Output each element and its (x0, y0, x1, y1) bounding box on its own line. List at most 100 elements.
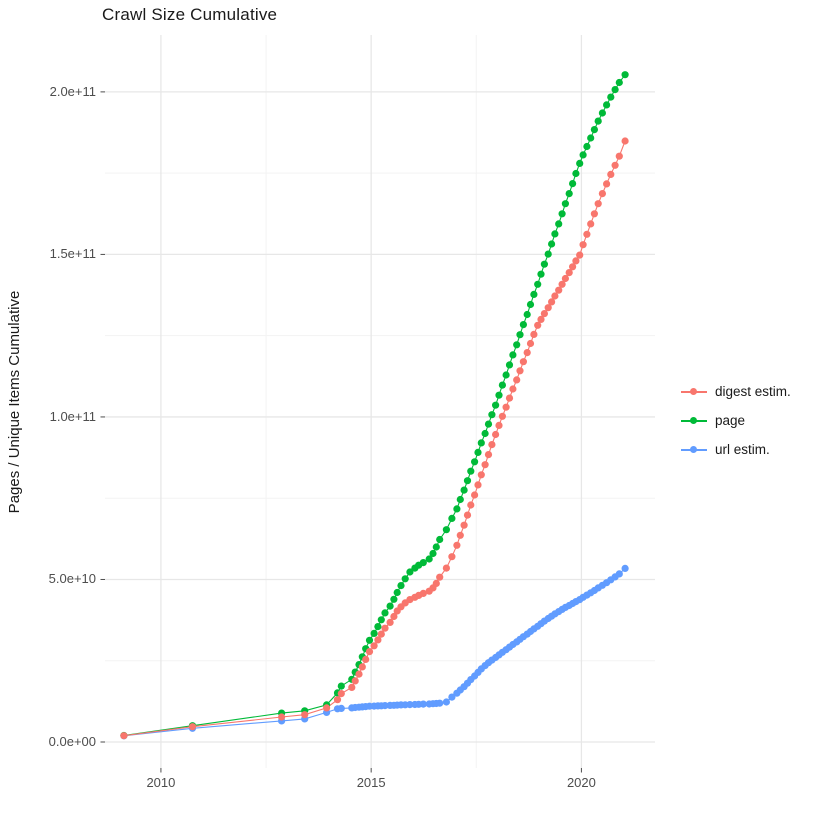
data-point-page (579, 151, 587, 159)
data-point-page (565, 190, 573, 198)
data-point-page (365, 636, 374, 644)
legend-item-url-estim: url estim. (681, 435, 791, 464)
data-point-digest-estim- (348, 683, 356, 692)
data-point-digest-estim- (333, 696, 342, 704)
data-point-digest-estim- (621, 137, 629, 145)
data-point-digest-estim- (381, 624, 389, 632)
data-point-page (587, 134, 595, 142)
data-point-digest-estim- (278, 713, 286, 721)
data-point-page (381, 609, 389, 617)
data-point-digest-estim- (323, 704, 331, 712)
data-point-page (474, 448, 482, 456)
data-point-url-estim- (419, 700, 427, 708)
data-point-page (523, 310, 531, 319)
data-point-page (488, 411, 496, 419)
data-point-url-estim- (621, 564, 629, 573)
data-point-page (548, 240, 556, 248)
x-tick-label: 2010 (146, 775, 176, 790)
legend-dot-swatch (690, 388, 697, 395)
data-point-digest-estim- (548, 298, 556, 306)
data-point-page (432, 543, 440, 551)
data-point-digest-estim- (448, 553, 456, 561)
data-point-digest-estim- (374, 636, 382, 644)
data-point-page (495, 391, 503, 399)
data-point-page (429, 549, 437, 558)
data-point-digest-estim- (456, 531, 464, 539)
data-point-digest-estim- (576, 251, 584, 259)
data-point-digest-estim- (523, 349, 531, 357)
data-point-page (471, 458, 479, 466)
data-point-digest-estim- (481, 461, 489, 469)
data-point-page (537, 270, 545, 278)
legend: digest estim. page url estim. (681, 377, 791, 464)
data-point-page (544, 250, 552, 258)
data-point-digest-estim- (120, 732, 128, 740)
chart-title: Crawl Size Cumulative (102, 5, 278, 24)
data-point-digest-estim- (572, 257, 580, 265)
data-point-page (460, 486, 468, 494)
data-point-page (516, 331, 524, 339)
legend-label: digest estim. (715, 384, 791, 399)
data-point-page (590, 126, 599, 134)
data-point-digest-estim- (467, 501, 475, 509)
data-point-digest-estim- (534, 321, 542, 329)
y-tick-label: 0.0e+00 (48, 733, 96, 749)
data-point-page (551, 230, 559, 238)
data-point-page (370, 629, 378, 638)
data-point-digest-estim- (355, 670, 363, 678)
data-point-page (530, 290, 538, 298)
data-point-digest-estim- (516, 367, 524, 375)
data-point-url-estim- (406, 701, 414, 709)
data-point-digest-estim- (530, 330, 538, 338)
data-point-page (453, 505, 461, 513)
series-line-url-estim- (123, 568, 626, 737)
legend-item-digest-estim: digest estim. (681, 377, 791, 406)
data-point-url-estim- (615, 570, 623, 578)
legend-dot-swatch (690, 446, 697, 453)
data-point-digest-estim- (594, 200, 602, 208)
data-point-page (505, 361, 514, 369)
data-point-page (390, 595, 398, 603)
data-point-page (519, 321, 528, 329)
data-point-digest-estim- (519, 358, 528, 366)
data-point-page (611, 86, 619, 94)
data-point-page (576, 159, 584, 167)
data-point-page (621, 71, 629, 79)
data-point-page (393, 588, 401, 597)
data-point-page (406, 568, 414, 576)
data-point-digest-estim- (555, 286, 563, 294)
data-point-page (477, 439, 485, 447)
data-point-digest-estim- (569, 263, 577, 271)
data-point-page (607, 93, 615, 101)
legend-item-page: page (681, 406, 791, 435)
data-point-page (561, 200, 570, 208)
legend-label: page (715, 413, 746, 428)
data-point-page (603, 101, 611, 109)
data-point-page (492, 401, 500, 409)
data-point-digest-estim- (301, 711, 309, 719)
y-tick-label: 2.0e+11 (49, 83, 96, 99)
data-point-page (594, 117, 602, 125)
data-point-digest-estim- (370, 642, 378, 650)
data-point-digest-estim- (474, 481, 482, 489)
data-point-page (540, 260, 549, 268)
data-point-page (498, 381, 506, 389)
data-point-digest-estim- (615, 152, 623, 160)
data-point-page (598, 109, 607, 117)
data-point-digest-estim- (488, 441, 496, 449)
data-point-page (448, 514, 456, 523)
data-point-digest-estim- (432, 579, 440, 588)
data-point-page (484, 420, 493, 428)
data-point-digest-estim- (419, 589, 427, 598)
data-point-digest-estim- (362, 655, 370, 664)
y-tick-label: 5.0e+10 (48, 571, 96, 587)
data-point-page (572, 169, 580, 178)
data-point-digest-estim- (436, 573, 444, 581)
data-point-page (481, 429, 489, 438)
data-point-page (425, 555, 433, 563)
data-point-digest-estim- (598, 190, 607, 198)
data-point-digest-estim- (579, 241, 587, 249)
data-point-page (442, 526, 450, 534)
data-point-page (534, 280, 542, 288)
